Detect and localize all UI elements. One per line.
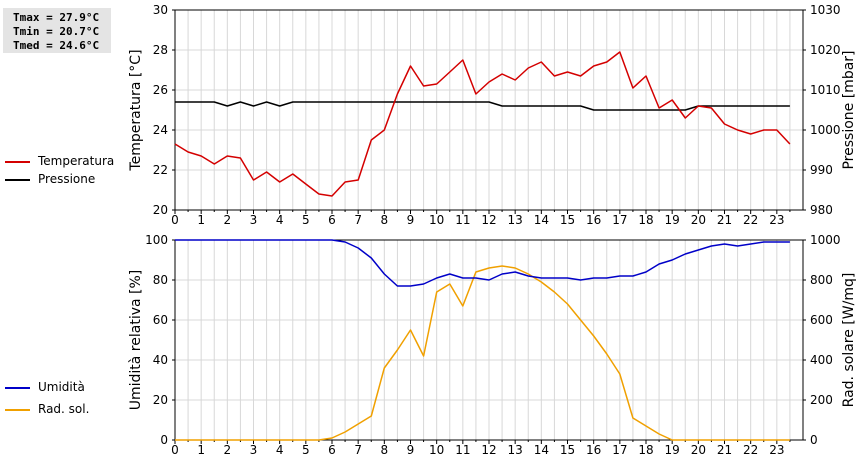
bottom-y-tick-label: 80 [153,273,168,287]
bottom-x-tick-label: 7 [354,443,362,457]
top-y-right-tick-label: 1010 [810,83,841,97]
bottom-panel: 0 1 2 3 4 5 6 7 8 9 10 11 12 13 14 15 16 17 18 19 20 21 22 2302… [128,233,857,457]
top-x-tick-label: 4 [276,213,284,227]
bottom-x-tick-label: 20 [691,443,706,457]
legend-label-temperature: Temperatura [38,154,115,168]
legend-swatch-pressure [5,179,30,181]
top-x-tick-label: 6 [328,213,336,227]
top-x-tick-label: 1 [197,213,205,227]
top-x-tick-label: 20 [691,213,706,227]
top-y-tick-label: 24 [153,123,168,137]
top-x-tick-label: 8 [381,213,389,227]
bottom-y-tick-label: 40 [153,353,168,367]
tmed-text: Tmed = 24.6°C [13,39,100,52]
legend-swatch-humidity [5,387,30,389]
bottom-x-tick-label: 4 [276,443,284,457]
top-x-tick-label: 5 [302,213,310,227]
legend-temperature: Temperatura [5,154,135,170]
bottom-y-right-tick-label: 200 [810,393,833,407]
top-x-tick-label: 23 [769,213,784,227]
bottom-x-tick-label: 0 [171,443,179,457]
top-y-right-tick-label: 990 [810,163,833,177]
bottom-x-tick-label: 18 [638,443,653,457]
top-x-tick-label: 10 [429,213,444,227]
bottom-y-right-tick-label: 0 [810,433,818,447]
bottom-y-right-tick-label: 800 [810,273,833,287]
top-panel: 0 1 2 3 4 5 6 7 8 9 10 11 12 13 14 15 16 17 18 19 20 21 22 2320… [128,3,857,227]
top-x-tick-label: 3 [250,213,258,227]
top-y-right-tick-label: 1030 [810,3,841,17]
bottom-series-umidit [175,239,790,287]
bottom-x-tick-label: 16 [586,443,601,457]
top-x-tick-label: 22 [743,213,758,227]
top-series-pressione [175,101,790,111]
legend-radiation: Rad. sol. [5,402,135,418]
legend-label-humidity: Umidità [38,380,85,394]
top-y-tick-label: 28 [153,43,168,57]
bottom-x-tick-label: 1 [197,443,205,457]
top-x-tick-label: 14 [534,213,549,227]
top-x-tick-label: 18 [638,213,653,227]
top-x-tick-label: 16 [586,213,601,227]
legend-label-pressure: Pressione [38,172,96,186]
bottom-x-tick-label: 5 [302,443,310,457]
bottom-x-tick-label: 19 [665,443,680,457]
bottom-x-tick-label: 21 [717,443,732,457]
top-x-tick-label: 11 [455,213,470,227]
bottom-series-rad-sol [175,265,790,441]
top-y-tick-label: 20 [153,203,168,217]
bottom-x-tick-label: 17 [612,443,627,457]
top-y-tick-label: 26 [153,83,168,97]
bottom-x-tick-label: 9 [407,443,415,457]
tmin-text: Tmin = 20.7°C [13,25,100,38]
legend-pressure: Pressione [5,172,135,188]
bottom-x-tick-label: 15 [560,443,575,457]
bottom-y-tick-label: 0 [160,433,168,447]
top-x-tick-label: 13 [508,213,523,227]
bottom-x-tick-label: 13 [508,443,523,457]
top-series-temperatura [174,51,791,197]
top-x-tick-label: 2 [224,213,232,227]
bottom-y-right-tick-label: 1000 [810,233,841,247]
top-x-tick-label: 17 [612,213,627,227]
legend-swatch-temperature [5,161,30,163]
top-x-tick-label: 0 [171,213,179,227]
bottom-x-tick-label: 3 [250,443,258,457]
top-x-tick-label: 21 [717,213,732,227]
top-y-right-tick-label: 1020 [810,43,841,57]
bottom-x-tick-label: 6 [328,443,336,457]
bottom-x-tick-label: 14 [534,443,549,457]
top-ylabel: Temperatura [°C] [128,49,144,171]
bottom-x-tick-label: 23 [769,443,784,457]
bottom-y-tick-label: 60 [153,313,168,327]
top-x-tick-label: 7 [354,213,362,227]
bottom-x-tick-label: 11 [455,443,470,457]
legend-label-radiation: Rad. sol. [38,402,90,416]
bottom-y-right-tick-label: 400 [810,353,833,367]
bottom-x-tick-label: 8 [381,443,389,457]
legend-swatch-radiation [5,409,30,411]
bottom-y-right-tick-label: 600 [810,313,833,327]
top-x-tick-label: 9 [407,213,415,227]
tmax-text: Tmax = 27.9°C [13,11,100,24]
bottom-y-tick-label: 100 [145,233,168,247]
bottom-x-tick-label: 12 [481,443,496,457]
top-ylabel-right: Pressione [mbar] [841,50,857,169]
top-x-tick-label: 19 [665,213,680,227]
stats-box: Tmax = 27.9°C Tmin = 20.7°C Tmed = 24.6°… [3,8,111,53]
bottom-x-tick-label: 2 [224,443,232,457]
top-x-tick-label: 15 [560,213,575,227]
bottom-ylabel-right: Rad. solare [W/mq] [841,273,857,408]
bottom-x-tick-label: 10 [429,443,444,457]
top-y-tick-label: 22 [153,163,168,177]
bottom-ylabel: Umidità relativa [%] [128,270,144,411]
top-y-tick-label: 30 [153,3,168,17]
bottom-x-tick-label: 22 [743,443,758,457]
top-y-right-tick-label: 980 [810,203,833,217]
top-x-tick-label: 12 [481,213,496,227]
bottom-y-tick-label: 20 [153,393,168,407]
top-y-right-tick-label: 1000 [810,123,841,137]
legend-humidity: Umidità [5,380,135,396]
